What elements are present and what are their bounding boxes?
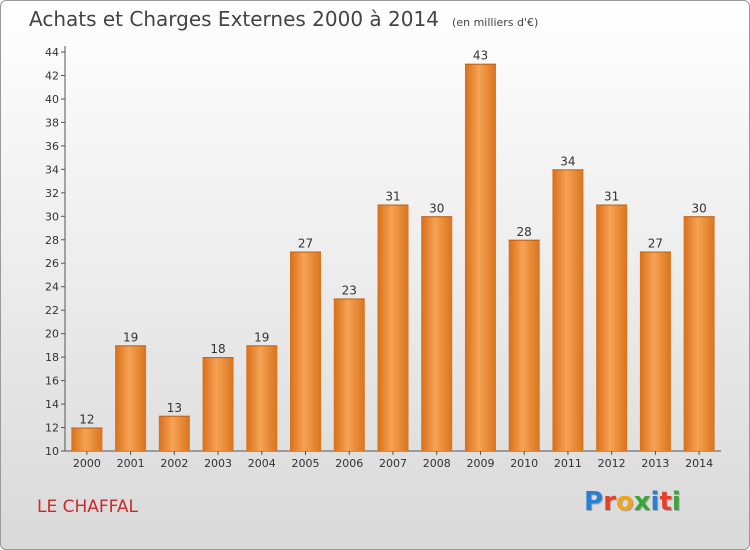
bar-value-label: 43	[473, 49, 488, 63]
y-tick-label: 40	[45, 93, 59, 106]
chart-axes: 10 12 14 16 18 20 22 24 26 28 30 32 34 36 38 40 42 44	[45, 46, 721, 458]
bar-value-label: 28	[517, 225, 532, 239]
chart-title-block: Achats et Charges Externes 2000 à 2014 (…	[29, 7, 538, 31]
x-tick-label: 2001	[117, 457, 145, 470]
y-tick-label: 32	[45, 187, 59, 200]
bar	[246, 345, 278, 451]
y-tick-label: 22	[45, 304, 59, 317]
bar	[552, 169, 584, 451]
bar-value-label: 30	[691, 201, 706, 215]
bar	[158, 415, 190, 451]
x-tick-label: 2008	[423, 457, 451, 470]
x-tick-label: 2011	[554, 457, 582, 470]
x-tick-label: 2005	[292, 457, 320, 470]
bar	[683, 216, 715, 451]
y-tick-label: 36	[45, 140, 59, 153]
y-tick-label: 16	[45, 375, 59, 388]
y-tick-label: 24	[45, 281, 59, 294]
bar-value-label: 27	[648, 237, 663, 251]
bar	[202, 357, 234, 451]
y-tick-label: 30	[45, 210, 59, 223]
x-tick-label: 2012	[598, 457, 626, 470]
bar-value-label: 31	[604, 190, 619, 204]
x-tick-label: 2002	[160, 457, 188, 470]
bar	[421, 216, 453, 451]
bar	[71, 427, 103, 451]
y-tick-label: 12	[45, 422, 59, 435]
y-tick-label: 38	[45, 116, 59, 129]
bar-value-label: 18	[210, 342, 225, 356]
x-tick-label: 2004	[248, 457, 276, 470]
bar-value-label: 31	[385, 190, 400, 204]
logo-letter: r	[603, 487, 616, 517]
bar-value-label: 23	[342, 283, 357, 297]
y-tick-label: 10	[45, 445, 59, 458]
y-tick-label: 34	[45, 163, 59, 176]
bar	[377, 204, 409, 451]
logo-letter: o	[615, 487, 634, 517]
y-tick-label: 44	[45, 46, 59, 59]
bar-value-label: 27	[298, 237, 313, 251]
chart-labels: 12 2000 19 2001 13 2002 18 2003 19 2004 27 2005 23 20…	[73, 49, 713, 470]
bar-value-label: 19	[254, 330, 269, 344]
bar	[290, 251, 322, 451]
y-tick-label: 42	[45, 69, 59, 82]
logo-letter: t	[659, 487, 672, 517]
logo-letter: i	[650, 487, 660, 517]
logo-letter: x	[633, 487, 651, 517]
bar-value-label: 12	[79, 413, 94, 427]
bar-value-label: 34	[560, 154, 575, 168]
bar-value-label: 13	[167, 401, 182, 415]
y-tick-label: 18	[45, 351, 59, 364]
logo-letter: P	[584, 487, 604, 517]
x-tick-label: 2009	[466, 457, 494, 470]
place-name: LE CHAFFAL	[37, 497, 138, 517]
bar	[639, 251, 671, 451]
y-tick-label: 20	[45, 328, 59, 341]
x-tick-label: 2000	[73, 457, 101, 470]
x-tick-label: 2006	[335, 457, 363, 470]
bar	[508, 239, 540, 451]
y-tick-label: 26	[45, 257, 59, 270]
x-tick-label: 2013	[641, 457, 669, 470]
bar	[333, 298, 365, 451]
bar	[115, 345, 147, 451]
proxiti-logo: Proxiti	[584, 487, 681, 517]
x-tick-label: 2003	[204, 457, 232, 470]
chart-subtitle: (en milliers d'€)	[452, 16, 539, 29]
chart-title: Achats et Charges Externes 2000 à 2014	[29, 7, 439, 31]
chart-bars	[71, 63, 715, 452]
x-tick-label: 2010	[510, 457, 538, 470]
bar-value-label: 19	[123, 330, 138, 344]
bar-value-label: 30	[429, 201, 444, 215]
x-tick-label: 2014	[685, 457, 713, 470]
logo-letter: i	[671, 487, 681, 517]
y-tick-label: 28	[45, 234, 59, 247]
bar	[596, 204, 628, 451]
bar	[464, 63, 496, 452]
x-tick-label: 2007	[379, 457, 407, 470]
y-tick-label: 14	[45, 398, 59, 411]
